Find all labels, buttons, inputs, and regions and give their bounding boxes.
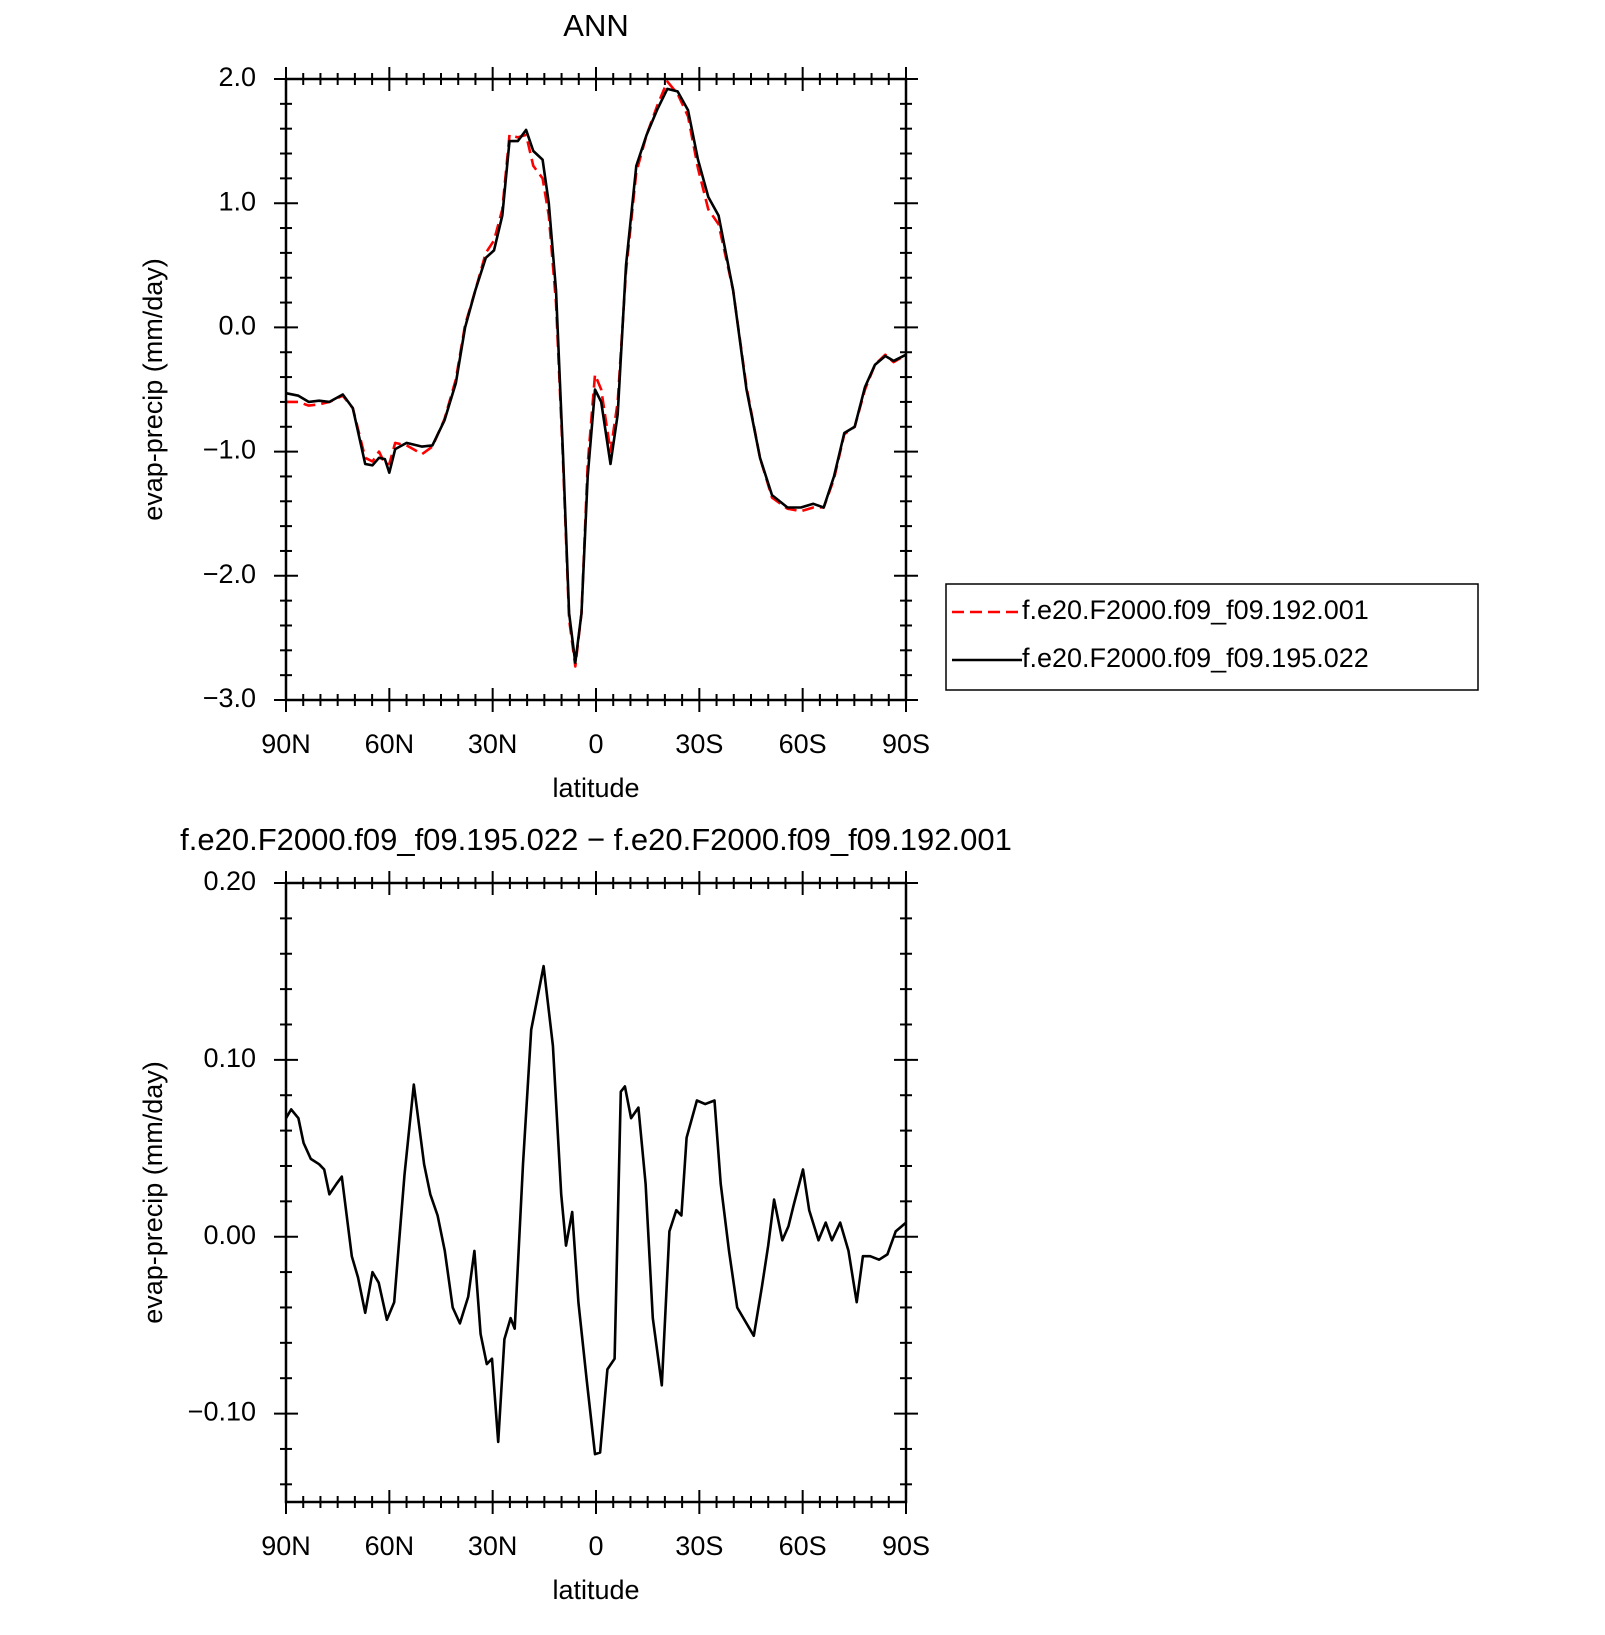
x-tick-label: 60N <box>365 729 415 759</box>
x-tick-label: 90S <box>882 1531 930 1561</box>
legend-label: f.e20.F2000.f09_f09.192.001 <box>1022 595 1369 625</box>
legend-box <box>945 583 1479 691</box>
x-tick-label: 30S <box>675 1531 723 1561</box>
y-tick-label: −3.0 <box>203 683 256 713</box>
plot-frame <box>284 881 908 1504</box>
x-tick-label: 90N <box>261 1531 311 1561</box>
x-axis-label: latitude <box>552 1575 639 1605</box>
x-tick-label: 60S <box>779 1531 827 1561</box>
y-tick-label: 0.0 <box>218 311 256 341</box>
y-tick-label: −2.0 <box>203 559 256 589</box>
y-tick-label: −1.0 <box>203 435 256 465</box>
data-line <box>284 964 907 1456</box>
x-axis-label: latitude <box>552 773 639 803</box>
x-tick-label: 30N <box>468 729 518 759</box>
y-tick-label: 2.0 <box>218 62 256 92</box>
y-tick-label: −0.10 <box>188 1397 256 1427</box>
y-tick-label: 0.10 <box>203 1043 256 1073</box>
chart-title: f.e20.F2000.f09_f09.195.022 − f.e20.F200… <box>180 822 1012 857</box>
x-tick-label: 0 <box>588 1531 603 1561</box>
x-tick-label: 30S <box>675 729 723 759</box>
y-tick-label: 0.20 <box>203 866 256 896</box>
x-tick-label: 60N <box>365 1531 415 1561</box>
data-line <box>286 80 907 668</box>
y-tick-label: 1.0 <box>218 186 256 216</box>
x-tick-label: 90N <box>261 729 311 759</box>
data-line <box>285 87 907 664</box>
y-axis-label: evap-precip (mm/day) <box>138 1061 168 1324</box>
plot-frame <box>284 77 908 702</box>
y-tick-label: 0.00 <box>203 1220 256 1250</box>
x-tick-label: 60S <box>779 729 827 759</box>
x-tick-label: 90S <box>882 729 930 759</box>
y-axis-label: evap-precip (mm/day) <box>138 258 168 521</box>
legend-label: f.e20.F2000.f09_f09.195.022 <box>1022 643 1369 673</box>
x-tick-label: 0 <box>588 729 603 759</box>
x-tick-label: 30N <box>468 1531 518 1561</box>
chart-title: ANN <box>563 8 628 43</box>
